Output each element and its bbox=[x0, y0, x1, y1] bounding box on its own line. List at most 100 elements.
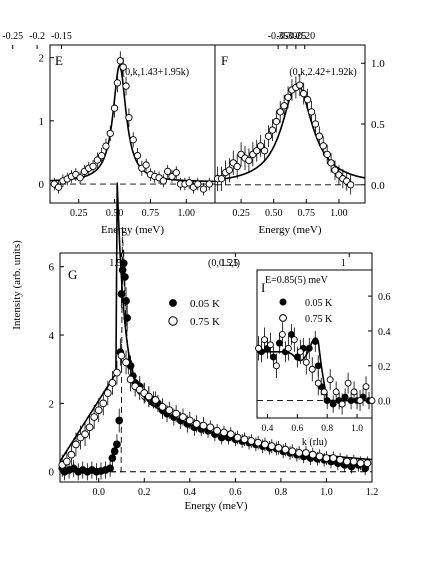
panel-i-data-point bbox=[266, 341, 274, 349]
panel-e-data-point bbox=[122, 82, 130, 90]
panel-f-data-point bbox=[253, 147, 261, 155]
panel-e-data-point bbox=[76, 174, 84, 182]
panel-g-data-point bbox=[349, 457, 358, 466]
panel-f-data-point bbox=[315, 132, 323, 140]
panel-i-data-point bbox=[255, 344, 262, 352]
y-axis-label: Intensity (arb. units) bbox=[11, 240, 23, 330]
panel-g-data-point bbox=[261, 440, 269, 449]
panel-i-x-tick-label: 1.0 bbox=[351, 424, 363, 434]
panel-i-legend-marker-0.75k bbox=[279, 314, 287, 322]
panel-g-y-tick-label: 2 bbox=[49, 398, 55, 410]
panel-e-data-point bbox=[119, 63, 127, 71]
panel-e-data-point bbox=[194, 180, 202, 188]
panel-i-data-point bbox=[284, 344, 292, 352]
panel-f-data-point bbox=[311, 120, 320, 128]
panel-e-data-point bbox=[164, 167, 172, 176]
panel-g-data-point bbox=[115, 416, 124, 425]
panel-g-data-point bbox=[220, 428, 228, 437]
panel-i-data-point bbox=[329, 400, 337, 408]
panel-f-data-point bbox=[233, 162, 241, 171]
panel-e-data-point bbox=[110, 104, 119, 112]
panel-g-data-point bbox=[151, 396, 160, 404]
panel-i-x-tick-label: 0.6 bbox=[291, 424, 303, 434]
panel-g-data-point bbox=[122, 297, 130, 305]
panel-g-x-tick-label: 0.2 bbox=[138, 487, 151, 498]
panel-e-data-point bbox=[102, 142, 110, 150]
panel-g-data-point bbox=[144, 392, 153, 401]
panel-i-data-point bbox=[326, 376, 334, 384]
panel-g-data-point bbox=[126, 375, 135, 384]
panel-g-data-point bbox=[99, 399, 108, 408]
panel-g-legend-marker-0.75k bbox=[168, 316, 178, 326]
panel-i-data-point bbox=[341, 393, 349, 401]
panel-f-letter: F bbox=[221, 53, 228, 68]
panel-g-data-point bbox=[119, 259, 128, 268]
panel-e-data-point bbox=[98, 151, 106, 160]
panel-g-legend-label-0.75k: 0.75 K bbox=[190, 316, 220, 328]
panel-i-data-point bbox=[311, 337, 319, 345]
panel-g-data-point bbox=[315, 452, 324, 461]
panel-f-data-point bbox=[280, 102, 288, 110]
panel-i-x-tick-label: 0.4 bbox=[262, 424, 274, 434]
panel-g-data-point bbox=[281, 445, 290, 454]
panel-i-data-point bbox=[296, 348, 304, 356]
panel-g-data-point bbox=[336, 455, 344, 464]
panel-i-data-point bbox=[290, 336, 298, 344]
panel-g-data-point bbox=[295, 449, 303, 457]
panel-i-energy: E=0.85(5) meV bbox=[265, 275, 329, 286]
panel-f-data-point bbox=[284, 93, 292, 101]
panel-g-data-point bbox=[121, 273, 129, 281]
panel-f-x-tick-label: 0.25 bbox=[232, 208, 250, 219]
panel-g-data-point bbox=[356, 459, 365, 468]
panel-e-x-axis-label: Energy (meV) bbox=[101, 224, 164, 236]
panel-e-data-point bbox=[89, 162, 97, 170]
panel-e-data-point bbox=[93, 156, 101, 164]
panel-e-x-tick-label: 0.75 bbox=[142, 208, 160, 219]
panel-g-data-point bbox=[267, 442, 276, 450]
panel-f-data-point bbox=[331, 166, 339, 174]
panel-i-data-point bbox=[347, 397, 355, 405]
panel-e-x-tick-label: 1.00 bbox=[178, 208, 196, 219]
panel-g-data-point bbox=[94, 406, 103, 415]
panel-g-x-tick-label: 1.0 bbox=[320, 487, 333, 498]
panel-g-data-point bbox=[158, 402, 167, 411]
panel-g-data-point bbox=[185, 416, 194, 425]
panel-e-data-point bbox=[205, 180, 213, 188]
panel-g-y-tick-label: 6 bbox=[49, 262, 55, 274]
panel-g: G (0,0.5,l) Energy (meV) 0.05 K 0.75 K 0… bbox=[49, 182, 379, 512]
panel-e-data-point bbox=[142, 161, 150, 169]
panel-g-wavevector: (0,0.5,l) bbox=[208, 258, 240, 269]
panel-i-data-point bbox=[269, 353, 277, 361]
panel-g-data-point bbox=[113, 440, 121, 449]
panel-f-x-axis-label: Energy (meV) bbox=[258, 224, 321, 236]
panel-f-wavevector: (0,k,2.42+1.92k) bbox=[289, 67, 356, 78]
panel-i-data-point bbox=[314, 362, 322, 370]
panel-f-data-point bbox=[257, 142, 265, 150]
panel-g-data-point bbox=[123, 314, 132, 322]
panel-f-top-tick-label: -0.35 bbox=[268, 31, 289, 42]
panel-g-data-point bbox=[72, 440, 80, 449]
panel-g-data-point bbox=[233, 433, 242, 442]
panel-i-data-point bbox=[356, 397, 364, 405]
panel-g-data-point bbox=[179, 413, 187, 421]
panel-g-x-tick-label: 0.0 bbox=[92, 487, 105, 498]
panel-e-y-tick-label: 2 bbox=[39, 53, 45, 65]
panel-e-data-point bbox=[172, 169, 180, 177]
panel-g-x-tick-label: 1.2 bbox=[366, 487, 379, 498]
panel-g-data-point bbox=[122, 358, 130, 367]
panel-g-y-tick-label: 0 bbox=[49, 467, 55, 479]
panel-f-data-point bbox=[217, 175, 226, 183]
panel-g-data-point bbox=[113, 368, 121, 377]
panel-i-inset: I E=0.85(5) meV k (rlu) 0.05 K 0.75 K 0.… bbox=[255, 269, 391, 448]
panel-g-data-point bbox=[322, 454, 331, 462]
panel-g-top-tick-label: 1.5 bbox=[109, 258, 122, 269]
panel-g-legend-marker-0.05k bbox=[169, 299, 177, 307]
panel-e-data-point bbox=[106, 129, 114, 138]
panel-i-frame bbox=[256, 269, 373, 419]
panel-g-data-point bbox=[254, 438, 262, 447]
panel-g-x-tick-label: 0.8 bbox=[275, 487, 288, 498]
panel-e-x-tick-label: 0.25 bbox=[70, 208, 88, 219]
panel-g-data-point bbox=[106, 464, 114, 473]
panel-f-x-tick-label: 0.50 bbox=[265, 208, 283, 219]
panel-f-data-point bbox=[225, 166, 233, 174]
